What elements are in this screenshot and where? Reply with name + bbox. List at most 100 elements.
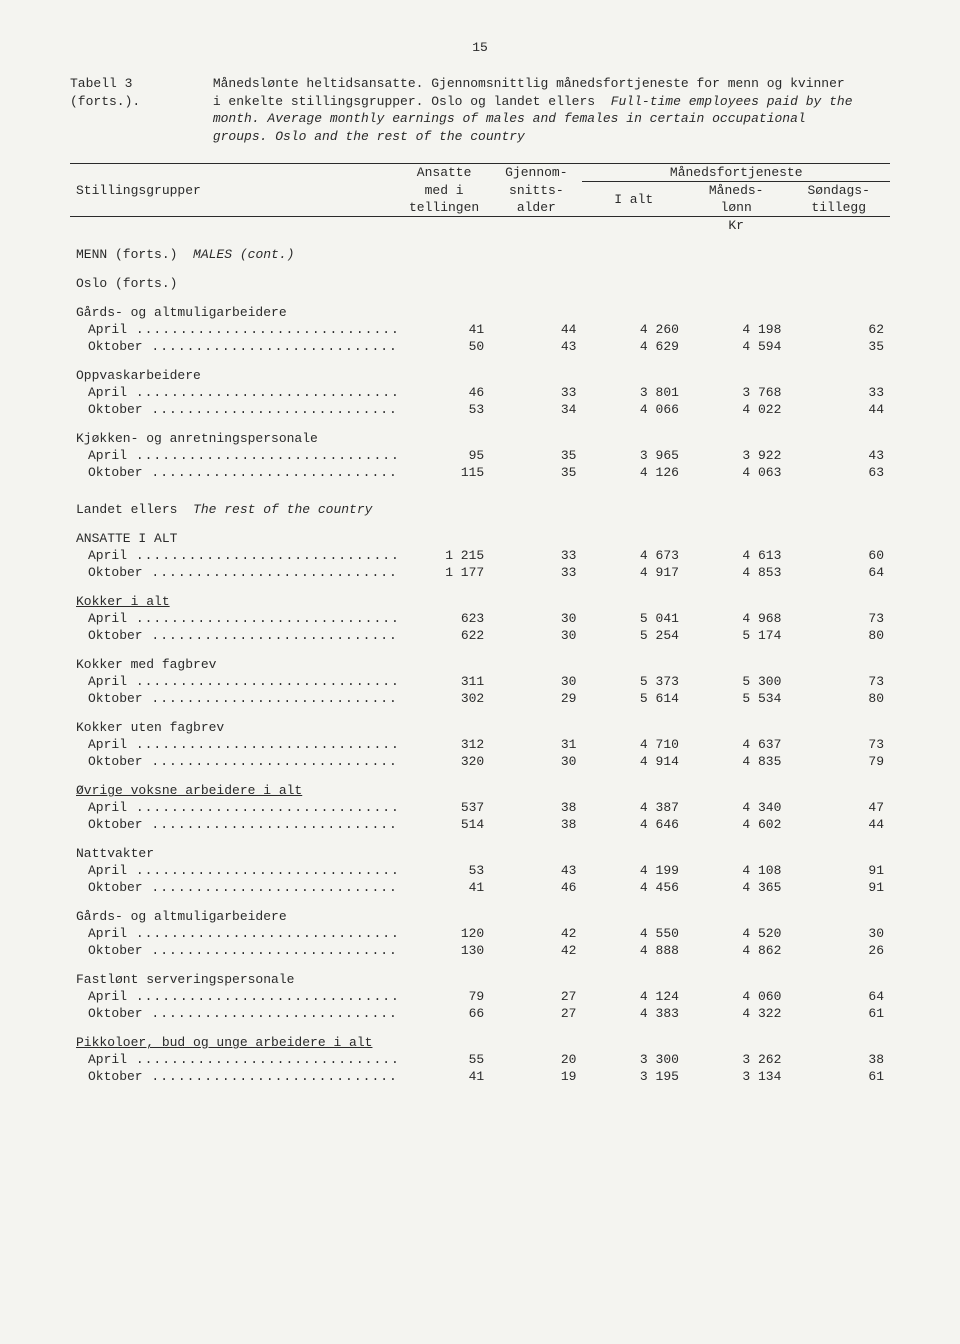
cell: 4 629 xyxy=(582,338,684,355)
cell: 41 xyxy=(398,321,490,338)
hdr-unit: Kr xyxy=(685,217,787,235)
cell: 30 xyxy=(490,610,582,627)
row-label: Oktober xyxy=(88,402,398,417)
ansatte-alt: ANSATTE I ALT xyxy=(70,530,398,547)
cell: 514 xyxy=(398,816,490,833)
cell: 302 xyxy=(398,690,490,707)
cell: 537 xyxy=(398,799,490,816)
cell: 19 xyxy=(490,1068,582,1085)
cell: 33 xyxy=(490,564,582,581)
cell: 73 xyxy=(787,736,890,753)
cell: 47 xyxy=(787,799,890,816)
cell: 60 xyxy=(787,547,890,564)
group-ovrige-txt: Øvrige voksne arbeidere i alt xyxy=(76,783,302,798)
cell: 1 215 xyxy=(398,547,490,564)
row-label: Oktober xyxy=(88,565,398,580)
cell: 4 322 xyxy=(685,1005,787,1022)
hdr-ansatte-c: tellingen xyxy=(398,199,490,217)
cell: 30 xyxy=(490,673,582,690)
group-kjokken: Kjøkken- og anretningspersonale xyxy=(70,430,398,447)
cell: 4 602 xyxy=(685,816,787,833)
cell: 4 637 xyxy=(685,736,787,753)
cell: 4 888 xyxy=(582,942,684,959)
cell: 62 xyxy=(787,321,890,338)
cell: 5 174 xyxy=(685,627,787,644)
row-label: April xyxy=(88,1052,398,1067)
table-row: Oktober 50 43 4 629 4 594 35 xyxy=(70,338,890,355)
cell: 3 965 xyxy=(582,447,684,464)
cell: 4 673 xyxy=(582,547,684,564)
cell: 312 xyxy=(398,736,490,753)
cell: 91 xyxy=(787,879,890,896)
cell: 4 126 xyxy=(582,464,684,481)
cell: 43 xyxy=(787,447,890,464)
row-label: Oktober xyxy=(88,628,398,643)
table-row: April 537 38 4 387 4 340 47 xyxy=(70,799,890,816)
cell: 63 xyxy=(787,464,890,481)
row-label: April xyxy=(88,548,398,563)
cell: 4 550 xyxy=(582,925,684,942)
cell: 79 xyxy=(787,753,890,770)
table-row: April 53 43 4 199 4 108 91 xyxy=(70,862,890,879)
table-row: Oktober 130 42 4 888 4 862 26 xyxy=(70,942,890,959)
caption-label: Tabell 3 (forts.). xyxy=(70,75,205,110)
hdr-sondag-a: Søndags- xyxy=(787,182,890,200)
table-row: Oktober 302 29 5 614 5 534 80 xyxy=(70,690,890,707)
cell: 80 xyxy=(787,627,890,644)
row-label: April xyxy=(88,800,398,815)
group-pikko: Pikkoloer, bud og unge arbeidere i alt xyxy=(70,1034,398,1051)
cell: 4 594 xyxy=(685,338,787,355)
row-label: Oktober xyxy=(88,691,398,706)
row-label: Oktober xyxy=(88,339,398,354)
cell: 80 xyxy=(787,690,890,707)
hdr-maneds-span: Månedsfortjeneste xyxy=(582,164,890,182)
row-label: April xyxy=(88,611,398,626)
section-males-it: MALES (cont.) xyxy=(193,247,294,262)
group-fastlont: Fastlønt serveringspersonale xyxy=(70,971,398,988)
cell: 46 xyxy=(398,384,490,401)
table-row: Oktober 53 34 4 066 4 022 44 xyxy=(70,401,890,418)
group-pikko-txt: Pikkoloer, bud og unge arbeidere i alt xyxy=(76,1035,372,1050)
cell: 4 710 xyxy=(582,736,684,753)
row-label: April xyxy=(88,737,398,752)
cell: 38 xyxy=(787,1051,890,1068)
section-males-txt: MENN (forts.) xyxy=(76,247,177,262)
cell: 4 260 xyxy=(582,321,684,338)
page-number: 15 xyxy=(70,40,890,55)
cell: 34 xyxy=(490,401,582,418)
cell: 4 124 xyxy=(582,988,684,1005)
cell: 35 xyxy=(490,447,582,464)
cell: 29 xyxy=(490,690,582,707)
cell: 130 xyxy=(398,942,490,959)
cell: 38 xyxy=(490,799,582,816)
cell: 44 xyxy=(787,401,890,418)
cell: 4 108 xyxy=(685,862,787,879)
cell: 4 914 xyxy=(582,753,684,770)
cell: 50 xyxy=(398,338,490,355)
cell: 31 xyxy=(490,736,582,753)
cell: 4 198 xyxy=(685,321,787,338)
cell: 623 xyxy=(398,610,490,627)
cell: 115 xyxy=(398,464,490,481)
table-row: April 120 42 4 550 4 520 30 xyxy=(70,925,890,942)
landet-ellers: Landet ellers The rest of the country xyxy=(70,501,398,518)
row-label: April xyxy=(88,674,398,689)
cell: 53 xyxy=(398,401,490,418)
hdr-ansatte-a: Ansatte xyxy=(398,164,490,182)
cell: 622 xyxy=(398,627,490,644)
cell: 64 xyxy=(787,988,890,1005)
cell: 35 xyxy=(490,464,582,481)
row-label: April xyxy=(88,989,398,1004)
cell: 27 xyxy=(490,988,582,1005)
oslo-forts: Oslo (forts.) xyxy=(70,275,398,292)
table-row: April 55 20 3 300 3 262 38 xyxy=(70,1051,890,1068)
row-label: Oktober xyxy=(88,1069,398,1084)
hdr-gjennom-a: Gjennom- xyxy=(490,164,582,182)
cell: 4 387 xyxy=(582,799,684,816)
cell: 95 xyxy=(398,447,490,464)
row-label: April xyxy=(88,322,398,337)
cell: 4 340 xyxy=(685,799,787,816)
hdr-maneds-b: lønn xyxy=(685,199,787,217)
cell: 5 373 xyxy=(582,673,684,690)
cell: 73 xyxy=(787,610,890,627)
